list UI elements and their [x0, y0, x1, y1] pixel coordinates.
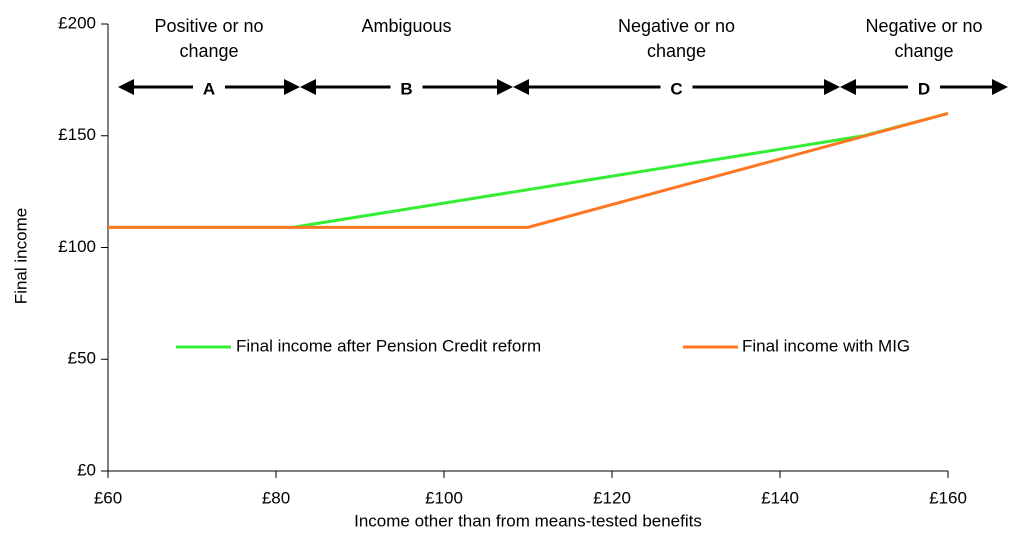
- y-tick-label: £200: [58, 13, 96, 32]
- y-tick-label: £50: [68, 349, 96, 368]
- series-line: [108, 111, 949, 229]
- region-label-bg: [660, 75, 693, 99]
- y-tick-label: £150: [58, 125, 96, 144]
- region-description: Negative or no change: [617, 16, 736, 61]
- arrow-head: [992, 79, 1008, 95]
- region-label-bg: [908, 75, 940, 99]
- arrow-head: [497, 79, 513, 95]
- x-tick-label: £140: [761, 488, 799, 507]
- arrow-head: [513, 79, 529, 95]
- region-description: Ambiguous: [361, 16, 452, 36]
- region-description: Positive or no change: [154, 16, 264, 61]
- region-label: C: [670, 79, 682, 98]
- x-axis-label: Income other than from means-tested bene…: [354, 511, 702, 530]
- region-label-bg: [193, 75, 225, 99]
- region-description: Negative or no change: [865, 16, 983, 61]
- arrow-head: [840, 79, 856, 95]
- y-axis-label: Final income: [11, 208, 30, 304]
- y-tick-label: £100: [58, 237, 96, 256]
- region-label: B: [400, 79, 412, 98]
- x-tick-label: £100: [425, 488, 463, 507]
- series-line: [108, 111, 949, 229]
- arrow-head: [118, 79, 134, 95]
- x-tick-label: £80: [262, 488, 290, 507]
- arrow-head: [300, 79, 316, 95]
- arrow-head: [824, 79, 840, 95]
- region-label: D: [918, 79, 930, 98]
- x-tick-label: £60: [94, 488, 122, 507]
- legend-label: Final income with MIG: [742, 336, 910, 355]
- x-tick-label: £120: [593, 488, 631, 507]
- legend-label: Final income after Pension Credit reform: [236, 336, 541, 355]
- region-label-bg: [390, 75, 423, 99]
- x-tick-label: £160: [929, 488, 967, 507]
- region-label: A: [203, 79, 215, 98]
- y-tick-label: £0: [77, 460, 96, 479]
- arrow-head: [284, 79, 300, 95]
